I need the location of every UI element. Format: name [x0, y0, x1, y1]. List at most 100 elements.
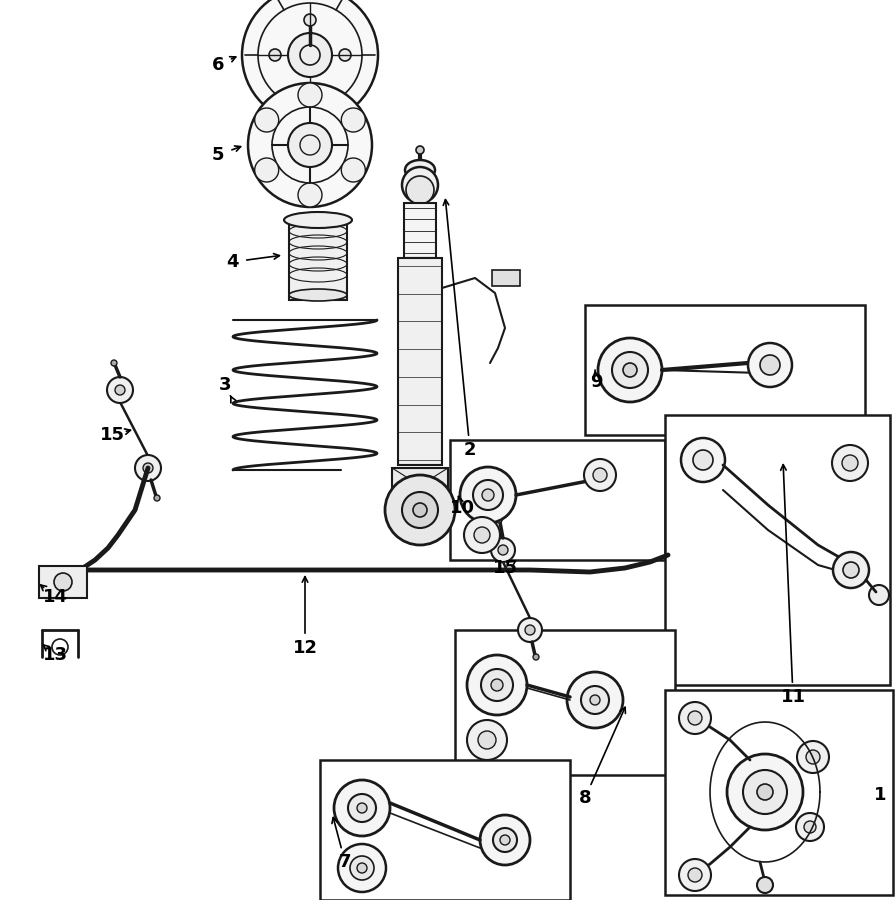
Circle shape [491, 538, 515, 562]
Circle shape [593, 468, 607, 482]
Bar [665, 690, 893, 895]
Circle shape [679, 859, 711, 891]
Circle shape [481, 669, 513, 701]
Circle shape [107, 377, 133, 403]
Ellipse shape [405, 160, 435, 180]
Circle shape [154, 495, 160, 501]
Circle shape [464, 517, 500, 553]
Circle shape [493, 828, 517, 852]
Circle shape [581, 686, 609, 714]
Bar [320, 760, 570, 900]
Text: 12: 12 [292, 639, 317, 657]
Circle shape [467, 655, 527, 715]
Circle shape [416, 146, 424, 154]
Circle shape [679, 702, 711, 734]
Circle shape [491, 679, 503, 691]
Circle shape [584, 459, 616, 491]
Text: 7: 7 [339, 853, 351, 871]
Bar [455, 630, 675, 775]
Circle shape [341, 158, 366, 182]
Circle shape [500, 835, 510, 845]
Circle shape [304, 14, 316, 26]
Circle shape [402, 167, 438, 203]
Circle shape [869, 585, 889, 605]
Circle shape [54, 573, 72, 591]
Circle shape [248, 83, 372, 207]
Bar [665, 415, 890, 685]
Circle shape [688, 711, 702, 725]
Text: 15: 15 [493, 559, 518, 577]
Circle shape [590, 695, 600, 705]
Bar [492, 270, 520, 286]
Circle shape [688, 868, 702, 882]
Bar [39, 566, 87, 598]
Circle shape [115, 385, 125, 395]
Circle shape [498, 545, 508, 555]
Bar [289, 220, 347, 300]
Circle shape [843, 562, 859, 578]
Circle shape [796, 813, 824, 841]
Circle shape [288, 33, 332, 77]
Circle shape [681, 438, 725, 482]
Bar [398, 258, 442, 465]
Circle shape [518, 618, 542, 642]
Circle shape [525, 625, 535, 635]
Circle shape [760, 355, 780, 375]
Circle shape [460, 467, 516, 523]
Circle shape [804, 821, 816, 833]
Circle shape [304, 84, 316, 96]
Circle shape [482, 489, 494, 501]
Circle shape [350, 856, 374, 880]
Ellipse shape [289, 289, 347, 301]
Text: 5: 5 [211, 146, 224, 164]
Circle shape [242, 0, 378, 123]
Circle shape [496, 517, 502, 523]
Text: 2: 2 [464, 441, 477, 459]
Circle shape [269, 49, 281, 61]
Text: 9: 9 [590, 373, 602, 391]
Text: 6: 6 [211, 56, 224, 74]
Circle shape [727, 754, 803, 830]
Ellipse shape [289, 213, 347, 227]
Text: 3: 3 [219, 376, 231, 394]
Text: 1: 1 [874, 786, 886, 804]
Circle shape [406, 176, 434, 204]
Circle shape [474, 527, 490, 543]
Circle shape [254, 158, 279, 182]
Text: 11: 11 [780, 688, 806, 706]
Circle shape [473, 480, 503, 510]
Circle shape [338, 844, 386, 892]
Text: 8: 8 [579, 789, 591, 807]
Circle shape [623, 363, 637, 377]
Circle shape [254, 108, 279, 132]
Circle shape [348, 794, 376, 822]
Text: 15: 15 [99, 426, 125, 444]
Circle shape [832, 445, 868, 481]
Circle shape [567, 672, 623, 728]
Circle shape [842, 455, 858, 471]
Circle shape [298, 83, 322, 107]
Circle shape [833, 552, 869, 588]
Text: 10: 10 [450, 499, 475, 517]
Circle shape [757, 784, 773, 800]
Circle shape [341, 108, 366, 132]
Text: 13: 13 [42, 646, 67, 664]
Circle shape [478, 731, 496, 749]
Circle shape [305, 15, 315, 25]
Circle shape [357, 803, 367, 813]
Circle shape [748, 343, 792, 387]
Bar [392, 468, 448, 503]
Circle shape [135, 455, 161, 481]
Circle shape [467, 720, 507, 760]
Circle shape [806, 750, 820, 764]
Bar [450, 440, 665, 560]
Circle shape [334, 780, 390, 836]
Circle shape [480, 815, 530, 865]
Circle shape [757, 877, 773, 893]
Circle shape [743, 770, 787, 814]
Circle shape [339, 49, 351, 61]
Text: 14: 14 [42, 588, 67, 606]
Text: 4: 4 [226, 253, 238, 271]
Bar [585, 305, 865, 435]
Circle shape [797, 741, 829, 773]
